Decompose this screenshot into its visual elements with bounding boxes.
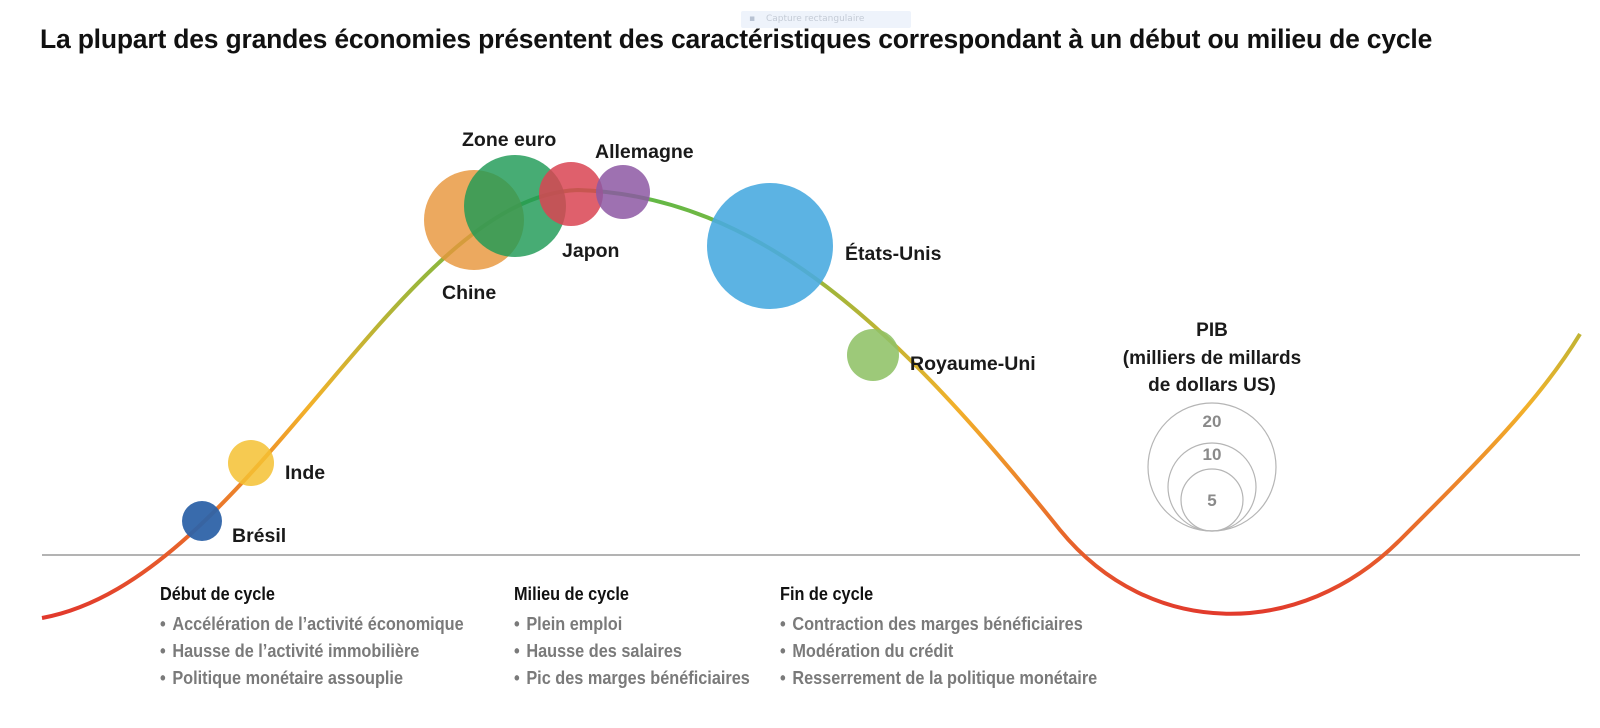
bullet: • [514, 613, 520, 634]
phase-item-text: Pic des marges bénéficiaires [526, 667, 750, 688]
label-japon: Japon [562, 240, 619, 262]
phase-milieu-de-cycle: Milieu de cycle • Plein emploi • Hausse de… [514, 583, 782, 691]
legend-title-line-2: (milliers de millards [1123, 348, 1301, 369]
bullet: • [780, 613, 786, 634]
bubble-inde [228, 440, 274, 486]
capture-icon: ▪ [749, 14, 756, 24]
label-royaume-uni: Royaume-Uni [910, 353, 1036, 375]
phase-list: • Accélération de l’activité économique •… [160, 610, 505, 691]
phase-item: • Contraction des marges bénéficiaires [780, 610, 1097, 637]
phase-item: • Plein emploi [514, 610, 750, 637]
bullet: • [514, 667, 520, 688]
phase-title: Fin de cycle [780, 583, 874, 604]
phase-item: • Accélération de l’activité économique [160, 610, 464, 637]
gdp-size-legend: PIB (milliers de millards de dollars US)… [1123, 320, 1301, 532]
legend-circle-5 [1180, 468, 1244, 532]
phase-item-text: Modération du crédit [792, 640, 954, 661]
label-inde: Inde [285, 462, 325, 484]
phase-list: • Plein emploi • Hausse des salaires • Pic … [514, 610, 782, 691]
legend-value-20: 20 [1203, 412, 1222, 431]
phase-item-text: Hausse de l’activité immobilière [172, 640, 420, 661]
label-etats-unis: États-Unis [845, 242, 942, 265]
phase-item-text: Accélération de l’activité économique [172, 613, 464, 634]
phase-item-text: Resserrement de la politique monétaire [792, 667, 1098, 688]
label-allemagne: Allemagne [595, 141, 694, 163]
phase-item: • Hausse des salaires [514, 637, 750, 664]
bubble-zone-euro [464, 155, 566, 257]
bullet: • [160, 613, 166, 634]
phase-item: • Politique monétaire assouplie [160, 664, 464, 691]
phase-item: • Pic des marges bénéficiaires [514, 664, 750, 691]
business-cycle-curve [41, 187, 1582, 620]
capture-overlay-chip: ▪ Capture rectangulaire [741, 11, 911, 28]
bubble-etats-unis [707, 183, 833, 309]
capture-overlay-label: Capture rectangulaire [766, 14, 865, 24]
phase-list: • Contraction des marges bénéficiaires • M… [780, 610, 1140, 691]
bubble-royaume-uni [847, 329, 899, 381]
bullet: • [514, 640, 520, 661]
phase-title: Milieu de cycle [514, 583, 629, 604]
label-chine: Chine [442, 282, 496, 304]
page-title: La plupart des grandes économies présent… [40, 24, 1433, 54]
phase-item-text: Contraction des marges bénéficiaires [792, 613, 1083, 634]
bubble-allemagne [596, 165, 650, 219]
economy-bubbles [182, 155, 899, 541]
bullet: • [780, 640, 786, 661]
economy-labels: Zone euro Allemagne Japon Chine États-Un… [232, 129, 1036, 547]
legend-title-line-1: PIB [1196, 320, 1228, 341]
phase-item-text: Hausse des salaires [526, 640, 682, 661]
bubble-japon [539, 162, 603, 226]
bubble-bresil [182, 501, 222, 541]
label-bresil: Brésil [232, 525, 286, 547]
label-zone-euro: Zone euro [462, 129, 556, 151]
legend-value-5: 5 [1207, 491, 1216, 510]
legend-value-10: 10 [1203, 445, 1222, 464]
phase-item: • Hausse de l’activité immobilière [160, 637, 464, 664]
phase-debut-de-cycle: Début de cycle • Accélération de l’activi… [160, 583, 505, 691]
phase-item-text: Politique monétaire assouplie [172, 667, 404, 688]
phase-item: • Modération du crédit [780, 637, 1097, 664]
bullet: • [160, 667, 166, 688]
bullet: • [160, 640, 166, 661]
phase-title: Début de cycle [160, 583, 275, 604]
phase-item: • Resserrement de la politique monétaire [780, 664, 1097, 691]
phase-fin-de-cycle: Fin de cycle • Contraction des marges bén… [780, 583, 1140, 691]
phase-item-text: Plein emploi [526, 613, 623, 634]
legend-title-line-3: de dollars US) [1148, 375, 1276, 396]
bullet: • [780, 667, 786, 688]
